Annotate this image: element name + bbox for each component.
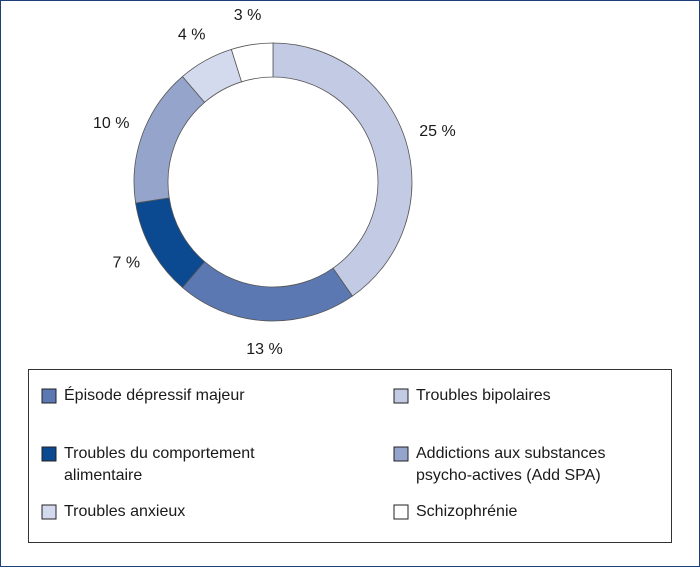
legend-label: Addictions aux substances psycho-actives … [416,445,605,484]
legend-swatch [41,446,57,462]
legend-line: Troubles anxieux [64,503,185,520]
legend-label: Schizophrénie [416,503,518,520]
legend-label: Troubles anxieux [64,503,185,520]
legend-swatch [41,388,57,404]
donut-slice [230,42,274,83]
legend-label: Troubles du comportement alimentaire [64,445,255,484]
value-label: 4 % [178,26,206,43]
legend-swatch [393,388,409,404]
legend-line: Troubles bipolaires [416,387,551,404]
legend-label: Troubles bipolaires [416,387,551,404]
legend-swatch [393,446,409,462]
legend-swatch [41,504,57,520]
legend-line: Schizophrénie [416,503,518,520]
value-label: 25 % [419,123,455,140]
legend-swatch [393,504,409,520]
legend-line: psycho-actives (Add SPA) [416,467,601,484]
value-label: 7 % [113,255,141,272]
legend-box [28,369,672,543]
legend-line: Épisode dépressif majeur [64,385,245,404]
legend-line: Troubles du comportement [64,445,255,462]
value-label: 3 % [234,7,262,24]
value-label: 13 % [246,341,282,358]
legend-line: alimentaire [64,467,142,484]
legend-label: Épisode dépressif majeur [64,385,245,404]
legend-line: Addictions aux substances [416,445,605,462]
value-label: 10 % [93,115,129,132]
